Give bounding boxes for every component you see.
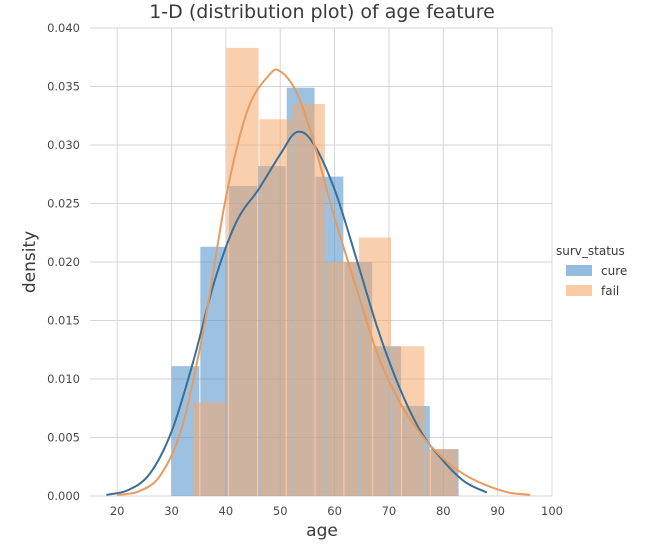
y-axis-ticks: 0.000 0.005 0.010 0.015 0.020 0.025 0.030 0.035… — [47, 21, 80, 503]
x-axis-ticks: 20 30 40 50 60 70 80 90 100 — [110, 504, 563, 518]
x-tick-label: 50 — [273, 504, 288, 518]
kde-line-cure — [106, 130, 488, 496]
histogram-bar-fail — [292, 104, 325, 497]
y-tick-label: 0.010 — [47, 372, 80, 386]
y-tick-label: 0.015 — [47, 314, 80, 328]
legend-label-cure: cure — [601, 264, 627, 278]
y-tick-label: 0.025 — [47, 197, 80, 211]
legend-swatch-cure — [566, 265, 592, 276]
histogram-bar-fail — [193, 402, 226, 496]
x-tick-label: 20 — [110, 504, 125, 518]
histogram-bar-fail — [325, 262, 359, 496]
histogram-bars — [171, 47, 459, 497]
x-tick-label: 60 — [327, 504, 342, 518]
histogram-bar-fail — [259, 119, 292, 496]
y-tick-label: 0.030 — [47, 138, 80, 152]
legend-title: surv_status — [556, 244, 625, 258]
kde-line-fail — [117, 68, 531, 496]
x-tick-label: 40 — [219, 504, 234, 518]
legend-swatch-fail — [566, 285, 592, 296]
y-tick-label: 0.020 — [47, 255, 80, 269]
legend-label-fail: fail — [601, 284, 619, 298]
kde-curves — [106, 68, 531, 496]
y-tick-label: 0.000 — [47, 489, 80, 503]
histogram-bar-fail — [226, 47, 259, 496]
y-tick-label: 0.040 — [47, 21, 80, 35]
chart-title: 1-D (distribution plot) of age feature — [149, 1, 495, 23]
x-axis-label: age — [306, 521, 338, 541]
legend: surv_status cure fail — [556, 244, 627, 298]
x-tick-label: 70 — [382, 504, 397, 518]
x-tick-label: 90 — [490, 504, 505, 518]
y-axis-label: density — [20, 231, 40, 293]
histogram-bar-fail — [392, 346, 425, 496]
x-tick-label: 80 — [436, 504, 451, 518]
x-tick-label: 100 — [541, 504, 563, 518]
histogram-bar-fail — [359, 237, 392, 496]
y-tick-label: 0.035 — [47, 80, 80, 94]
y-tick-label: 0.005 — [47, 431, 80, 445]
x-tick-label: 30 — [164, 504, 179, 518]
